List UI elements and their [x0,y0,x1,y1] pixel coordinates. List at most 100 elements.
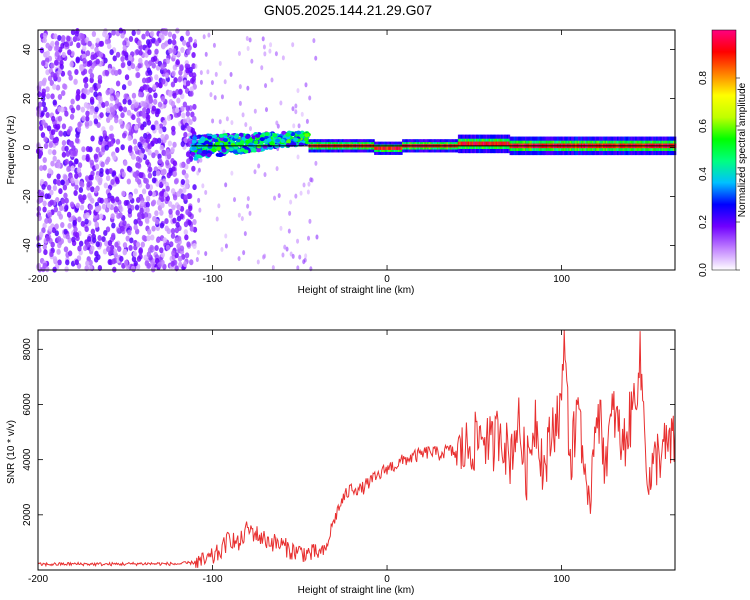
spectrogram-cell [269,141,275,146]
spectrogram-cell [166,172,171,179]
spectrogram-cell [50,93,55,100]
colorbar-gradient [711,29,737,271]
spectrogram-cell [137,141,142,148]
spectrogram-cell [477,141,480,147]
spectrogram-cell [112,55,117,62]
spectrogram-cell [117,204,123,211]
spectrogram-cell [64,266,69,273]
spectrogram-cell [172,170,178,177]
spectrogram-cell [120,55,125,62]
spectrogram-cell [167,31,173,38]
snr-plot: -200 -100 0 100 2000 4000 6000 8000 Height of … [6,329,676,596]
spectrogram-cell [390,146,393,150]
spectrogram-cell [122,242,128,249]
spectrogram-cell [64,110,69,117]
spectrogram-cell [38,124,44,131]
y-tick-label: -20 [22,189,33,204]
spectrogram-cell [158,128,163,135]
spectrogram-cell [492,141,495,147]
spectrogram-cell [214,71,218,77]
spectrogram-cell [118,27,123,34]
spectrogram-cell [146,228,152,235]
spectrogram-cell [123,259,129,266]
spectrogram-cell [149,244,154,251]
spectrogram-cell [501,141,504,147]
spectrogram-cell [170,188,176,195]
spectrogram-cell [155,180,160,187]
spectrogram-cell [85,50,91,57]
spectrogram-cell [106,202,112,209]
spectrogram-cell [47,167,53,174]
spectrogram-cell [78,187,84,194]
spectrogram-cell [152,98,158,105]
spectrogram-cell [376,146,379,150]
spectrogram-cell [70,29,76,36]
spectrogram-cell [213,95,217,101]
spectrogram-cell [136,162,142,169]
x-tick-label: 100 [553,274,570,285]
spectrogram-cell [246,46,250,52]
spectrogram-cell [104,38,110,45]
spectrogram-cell [470,141,473,147]
colorbar-label: Normalized spectral amplitude [737,82,748,217]
spectrogram-cell [260,65,264,71]
spectrogram-cell [185,209,190,216]
spectrogram-cell [78,240,84,247]
spectrogram-cell [115,138,121,145]
spectrogram-cell [36,262,41,269]
spectrogram-cell [55,44,60,51]
spectrogram-cell [199,137,205,142]
spectrogram-cell [112,104,118,111]
spectrogram-cell [463,141,466,147]
spectrogram-cell [127,60,132,67]
spectrogram-cell [122,45,127,52]
spectrogram-cell [42,200,47,207]
spectrogram-cell [245,139,251,144]
spectrogram-cell [42,222,47,229]
spectrogram-cell [147,143,152,150]
spectrogram-cell [167,140,173,147]
spectrogram-cell [241,136,247,141]
spectrogram-cell [134,204,140,211]
spectrogram-cell [65,233,70,240]
spectrogram-cell [150,234,155,241]
spectrogram-cell [85,115,90,122]
spectrogram-cell [160,251,165,258]
spectrogram-cell [127,80,132,87]
spectrogram-cell [45,69,50,76]
spectrogram-cell [160,34,165,41]
spectrogram-cell [201,150,207,155]
spectrogram-cell [40,110,45,117]
spectrogram-cell [54,59,59,66]
spectrogram-cell [299,190,303,196]
spectrogram-cell [133,188,139,195]
x-tick-label: 0 [384,574,390,585]
spectrogram-cell [153,92,158,99]
spectrogram-cell [166,228,172,235]
spectrogram-cell [281,130,287,135]
spectrogram-cell [121,190,126,197]
colorbar-ticks: 0.0 0.2 0.4 0.6 0.8 [698,71,740,277]
spectrogram-cell [42,243,47,250]
spectrogram-cell [56,179,62,186]
spectrogram-cell [96,122,101,129]
spectrogram-cell [307,181,311,187]
spectrogram-cell [46,125,52,132]
spectrogram-cell [114,196,120,203]
spectrogram-cell [103,229,108,236]
spectrogram-cell [104,144,109,151]
spectrogram-cell [91,30,97,37]
spectrogram-cell [56,76,62,83]
spectrogram-cell [94,163,100,170]
spectrogram-cell [76,42,81,49]
spectrogram-cell [185,30,190,37]
spectrogram-cell [85,241,91,248]
spectrogram-cell [155,124,160,131]
spectrogram-cell [104,135,109,142]
spectrogram-cell [250,58,254,64]
spectrogram-cell [308,218,312,224]
spectrogram-cell [74,231,80,238]
spectrogram-cell [238,132,244,137]
spectrogram-cell [59,205,64,212]
spectrogram-cell [73,78,78,85]
